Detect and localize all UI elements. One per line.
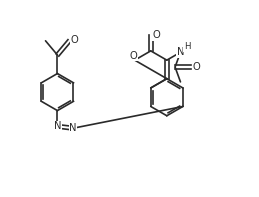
Text: N: N: [69, 123, 77, 133]
Text: O: O: [130, 50, 137, 60]
Text: O: O: [192, 62, 200, 72]
Text: N: N: [177, 47, 184, 57]
Text: H: H: [184, 42, 190, 51]
Text: O: O: [70, 35, 78, 45]
Text: N: N: [54, 121, 61, 131]
Text: O: O: [152, 30, 160, 40]
